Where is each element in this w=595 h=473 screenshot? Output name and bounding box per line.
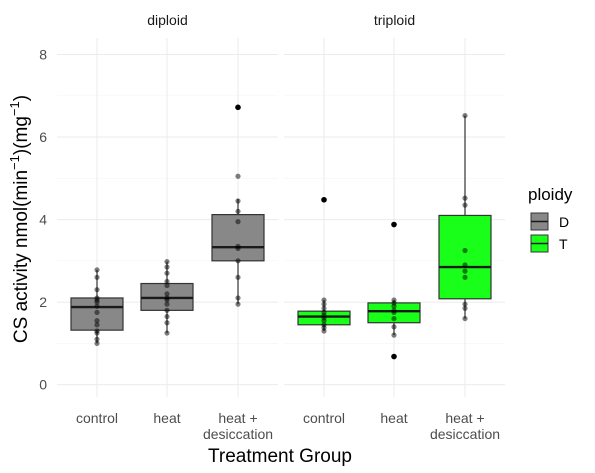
x-axis-title: Treatment Group [208,446,352,467]
legend: ploidy DT [528,185,573,253]
data-point [321,309,327,316]
axis-layer: control heat heat + desiccation control heat h… [39,47,500,442]
data-point [94,336,100,342]
panel-label: diploid [147,12,187,28]
data-point [462,202,468,208]
data-point [164,330,170,336]
boxes-layer [70,115,492,344]
data-point [94,318,100,324]
data-point [235,104,241,110]
data-point [462,274,468,280]
data-point [94,287,100,293]
x-tick-label: heat [153,410,180,426]
data-point [235,198,241,204]
data-point [391,297,397,303]
data-point [164,291,170,297]
data-point [94,303,100,309]
panel-strips: diploid triploid [147,12,415,28]
data-point [321,197,327,203]
data-point [164,320,170,326]
data-point [462,315,468,322]
data-point [391,353,397,360]
data-point [94,322,100,328]
data-point [462,112,468,119]
data-point [164,313,170,320]
y-tick-label: 6 [39,129,47,145]
legend-title: ploidy [528,185,573,204]
data-point [235,243,241,249]
data-point [391,324,397,330]
data-point [462,301,468,307]
data-point [94,309,100,316]
data-point [235,301,241,307]
data-point [462,268,468,274]
data-point [391,307,397,313]
data-point [321,297,327,303]
data-point [321,322,327,328]
data-point [321,301,327,307]
data-point [462,305,468,311]
box [438,214,492,300]
data-point [164,278,170,285]
x-tick-label: heat [380,410,407,426]
data-point [235,274,241,280]
data-point [94,328,100,334]
data-point [164,264,170,270]
legend-label: T [559,236,568,252]
data-point [235,295,241,301]
x-tick-label: heat + desiccation [203,410,273,442]
points-layer [94,104,468,360]
data-point [391,332,397,338]
data-point [164,270,170,276]
data-point [235,258,241,264]
data-point [462,195,468,201]
data-point [235,173,241,179]
data-point [164,295,170,301]
grid-layer [57,38,505,397]
data-point [94,274,100,280]
y-tick-label: 4 [39,212,47,228]
y-tick-label: 2 [39,294,47,310]
y-tick-label: 0 [39,377,47,393]
legend-label: D [559,214,569,230]
data-point [164,307,170,313]
data-point [94,295,100,301]
data-point [235,208,241,214]
data-point [391,221,397,228]
data-point [164,301,170,307]
y-axis-title: CS activity nmol(min−1)(mg−1) [7,95,32,343]
x-tick-label: heat + desiccation [430,410,500,442]
data-point [164,259,170,265]
data-point [391,315,397,322]
y-tick-label: 8 [39,47,47,63]
data-point [164,282,170,289]
data-point [321,305,327,311]
data-point [462,247,468,254]
data-point [94,340,100,346]
data-point [94,267,100,273]
panel-label: triploid [374,12,415,28]
data-point [462,262,468,268]
x-tick-label: control [303,410,345,426]
x-tick-label: control [76,410,118,426]
data-point [235,219,241,225]
